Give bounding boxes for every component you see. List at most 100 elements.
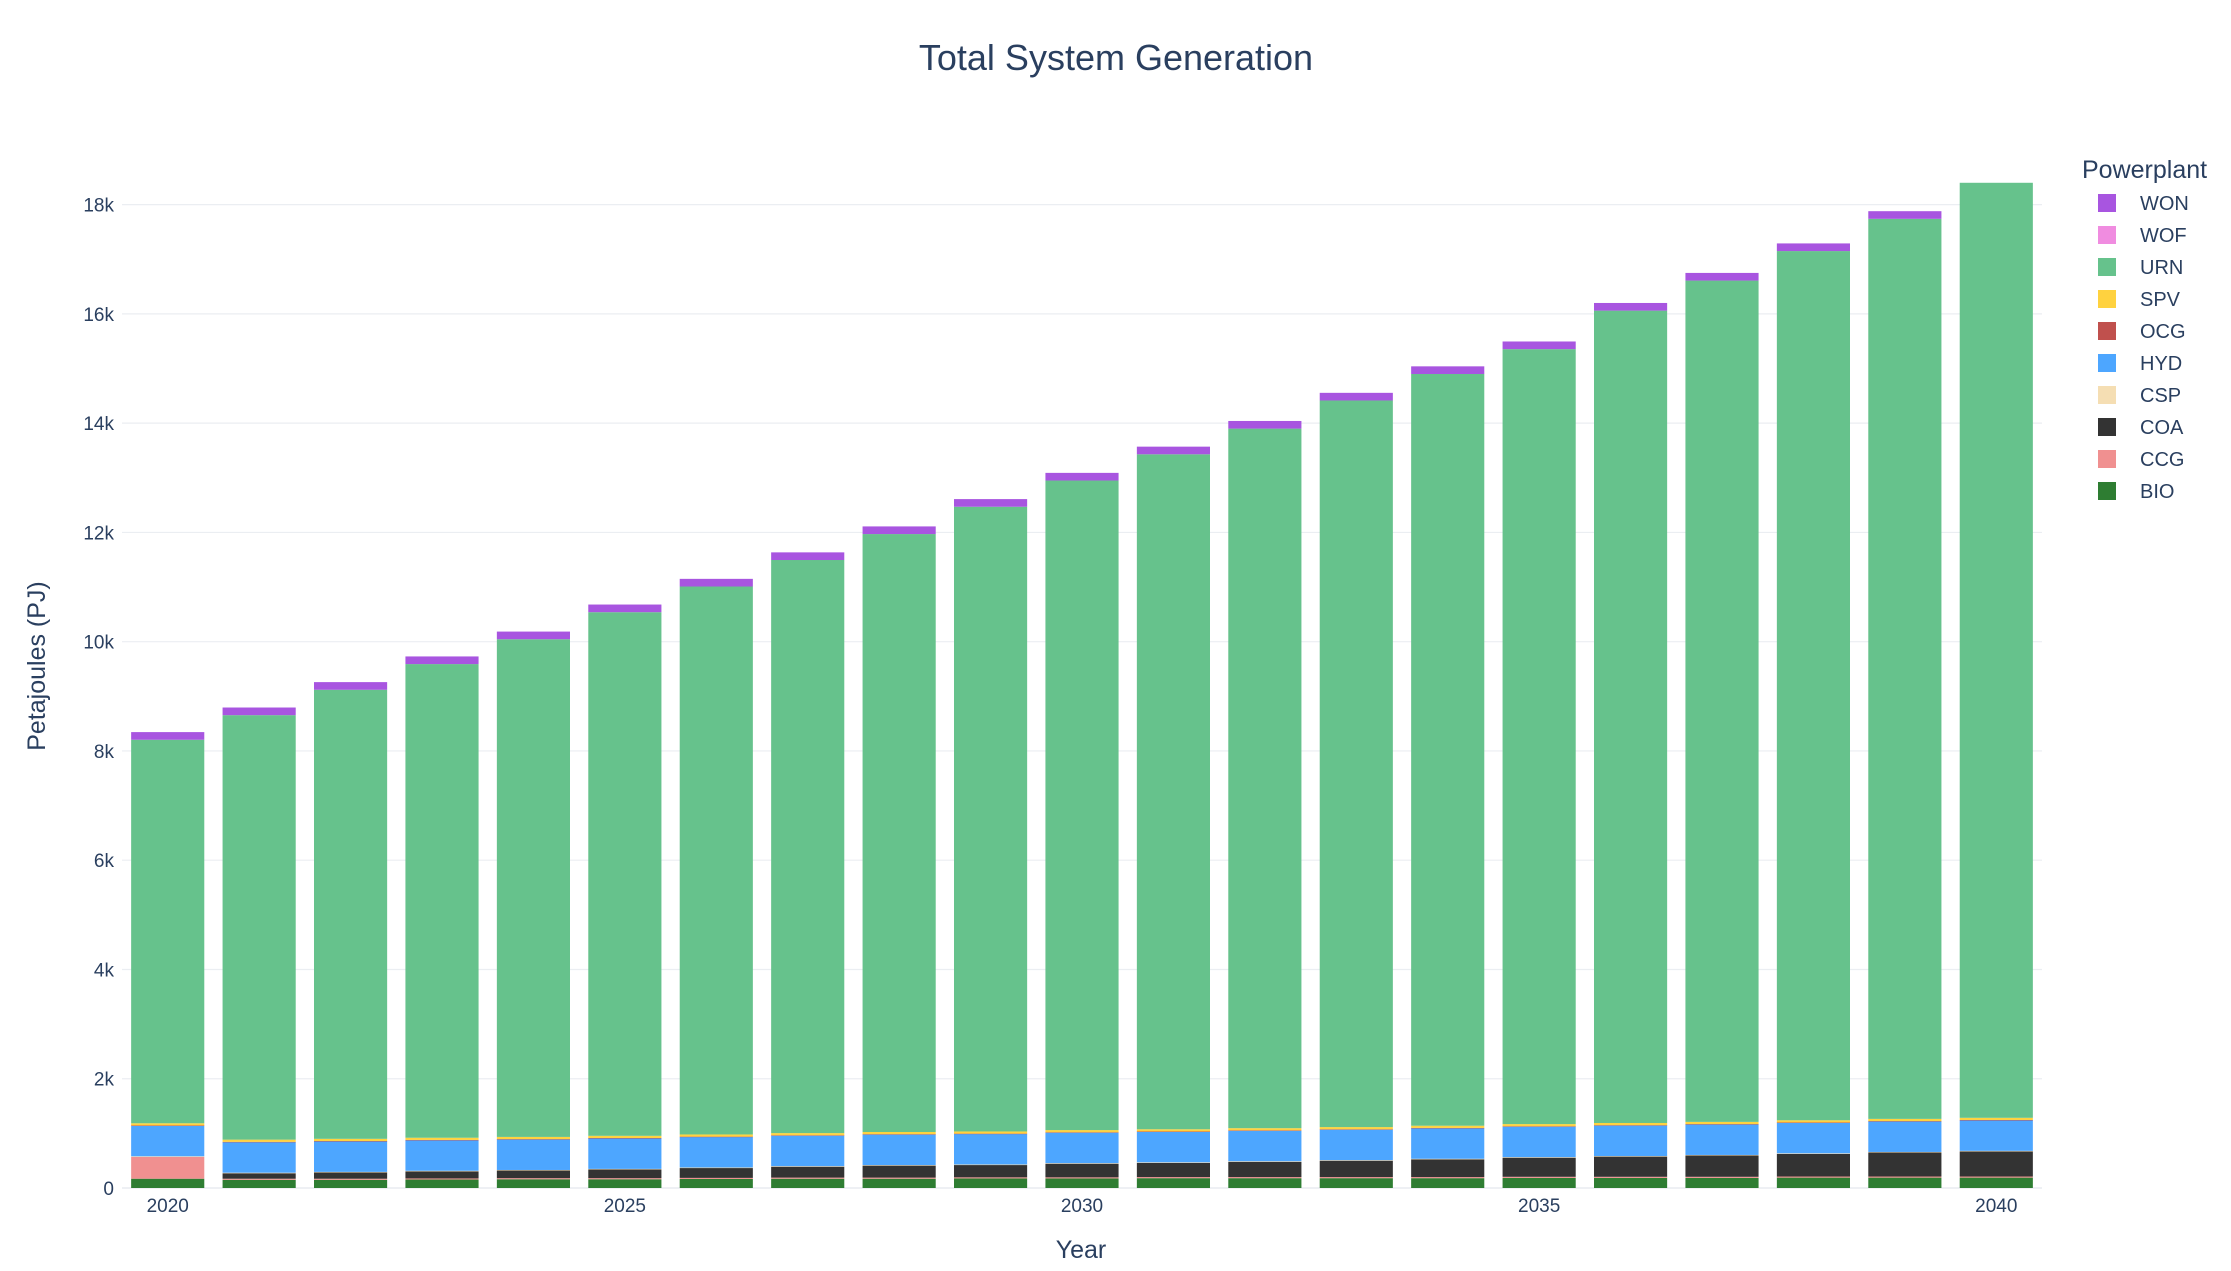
bar-segment-hyd[interactable] xyxy=(1228,1130,1302,1162)
bar-segment-coa[interactable] xyxy=(1319,1160,1393,1178)
bar-segment-hyd[interactable] xyxy=(1136,1131,1210,1163)
legend-item-csp[interactable]: CSP xyxy=(2098,385,2181,407)
legend-item-bio[interactable]: BIO xyxy=(2098,481,2174,503)
bar-segment-spv[interactable] xyxy=(222,1139,296,1142)
bar-segment-coa[interactable] xyxy=(588,1169,662,1179)
bar-segment-csp[interactable] xyxy=(1868,1151,1942,1153)
bar-segment-bio[interactable] xyxy=(131,1178,205,1188)
bar-segment-hyd[interactable] xyxy=(1594,1125,1668,1157)
bar-segment-coa[interactable] xyxy=(1045,1163,1119,1178)
legend-item-ocg[interactable]: OCG xyxy=(2098,321,2186,343)
bar-segment-csp[interactable] xyxy=(314,1171,388,1173)
bar-segment-coa[interactable] xyxy=(1411,1159,1485,1178)
bar-segment-ccg[interactable] xyxy=(862,1177,936,1179)
bar-segment-won[interactable] xyxy=(1045,472,1119,481)
bar-segment-ccg[interactable] xyxy=(954,1177,1028,1179)
bar-segment-urn[interactable] xyxy=(1319,400,1393,1128)
bar-segment-ocg[interactable] xyxy=(588,1138,662,1139)
bar-segment-bio[interactable] xyxy=(222,1179,296,1188)
bar-segment-spv[interactable] xyxy=(405,1137,479,1140)
bar-segment-ocg[interactable] xyxy=(1959,1119,2033,1121)
bar-segment-csp[interactable] xyxy=(1411,1158,1485,1160)
bar-segment-ocg[interactable] xyxy=(1685,1124,1759,1125)
bar-segment-ocg[interactable] xyxy=(1411,1127,1485,1129)
bar-segment-spv[interactable] xyxy=(771,1133,845,1136)
bar-segment-ocg[interactable] xyxy=(314,1141,388,1142)
bar-segment-coa[interactable] xyxy=(314,1172,388,1179)
legend-item-won[interactable]: WON xyxy=(2098,193,2189,215)
bar-segment-won[interactable] xyxy=(771,552,845,561)
bar-segment-bio[interactable] xyxy=(1502,1177,1576,1188)
bar-segment-ccg[interactable] xyxy=(1685,1176,1759,1178)
bar-segment-ocg[interactable] xyxy=(1319,1129,1393,1130)
bar-segment-csp[interactable] xyxy=(588,1168,662,1170)
bar-segment-csp[interactable] xyxy=(1685,1154,1759,1156)
bar-segment-ccg[interactable] xyxy=(314,1178,388,1180)
bar-segment-coa[interactable] xyxy=(1502,1157,1576,1177)
bar-segment-urn[interactable] xyxy=(679,586,753,1135)
bar-segment-csp[interactable] xyxy=(1959,1150,2033,1152)
bar-segment-bio[interactable] xyxy=(314,1179,388,1188)
bar-segment-won[interactable] xyxy=(1776,243,1850,252)
bar-segment-csp[interactable] xyxy=(1228,1161,1302,1162)
bar-segment-urn[interactable] xyxy=(1045,480,1119,1131)
bar-segment-coa[interactable] xyxy=(1228,1161,1302,1178)
bar-segment-spv[interactable] xyxy=(131,1123,205,1126)
bar-segment-ccg[interactable] xyxy=(222,1178,296,1180)
bar-segment-urn[interactable] xyxy=(588,612,662,1136)
bar-segment-ccg[interactable] xyxy=(496,1178,570,1180)
bar-segment-urn[interactable] xyxy=(1868,218,1942,1119)
bar-segment-coa[interactable] xyxy=(771,1166,845,1178)
bar-segment-ccg[interactable] xyxy=(588,1178,662,1180)
bar-segment-won[interactable] xyxy=(496,631,570,640)
bar-segment-bio[interactable] xyxy=(1319,1178,1393,1188)
bar-segment-bio[interactable] xyxy=(1136,1178,1210,1188)
bar-segment-won[interactable] xyxy=(679,578,753,587)
bar-segment-urn[interactable] xyxy=(1959,182,2033,1118)
bar-segment-ocg[interactable] xyxy=(1136,1131,1210,1132)
bar-segment-urn[interactable] xyxy=(771,560,845,1134)
bar-segment-won[interactable] xyxy=(588,604,662,613)
bar-segment-spv[interactable] xyxy=(314,1138,388,1142)
bar-segment-hyd[interactable] xyxy=(131,1125,205,1157)
bar-segment-won[interactable] xyxy=(1502,341,1576,350)
bar-segment-ccg[interactable] xyxy=(1411,1177,1485,1179)
bar-segment-urn[interactable] xyxy=(1411,373,1485,1126)
bar-segment-csp[interactable] xyxy=(1319,1160,1393,1161)
legend-item-spv[interactable]: SPV xyxy=(2098,289,2181,311)
bar-segment-ccg[interactable] xyxy=(1502,1176,1576,1178)
bar-segment-won[interactable] xyxy=(1685,272,1759,281)
bar-segment-spv[interactable] xyxy=(862,1132,936,1135)
bar-segment-won[interactable] xyxy=(222,707,296,716)
bar-segment-coa[interactable] xyxy=(1685,1155,1759,1177)
bar-segment-coa[interactable] xyxy=(496,1170,570,1179)
bar-segment-coa[interactable] xyxy=(1776,1153,1850,1177)
bar-segment-hyd[interactable] xyxy=(1319,1129,1393,1161)
bar-segment-spv[interactable] xyxy=(1045,1130,1119,1133)
bar-segment-ocg[interactable] xyxy=(1868,1121,1942,1122)
bar-segment-won[interactable] xyxy=(1868,211,1942,219)
bar-segment-spv[interactable] xyxy=(954,1131,1028,1134)
bar-segment-ccg[interactable] xyxy=(679,1177,753,1179)
bar-segment-hyd[interactable] xyxy=(1868,1121,1942,1152)
bar-segment-spv[interactable] xyxy=(496,1136,570,1140)
bar-segment-csp[interactable] xyxy=(954,1164,1028,1166)
bar-segment-bio[interactable] xyxy=(679,1178,753,1188)
bar-segment-coa[interactable] xyxy=(222,1173,296,1179)
bar-segment-coa[interactable] xyxy=(1959,1151,2033,1177)
bar-segment-coa[interactable] xyxy=(1594,1156,1668,1177)
bar-segment-spv[interactable] xyxy=(1959,1117,2033,1120)
bar-segment-csp[interactable] xyxy=(131,1156,205,1157)
bar-segment-csp[interactable] xyxy=(496,1169,570,1171)
bar-segment-coa[interactable] xyxy=(1868,1152,1942,1177)
bar-segment-urn[interactable] xyxy=(1502,349,1576,1125)
bar-segment-bio[interactable] xyxy=(1411,1178,1485,1188)
bar-segment-coa[interactable] xyxy=(679,1168,753,1178)
bar-segment-csp[interactable] xyxy=(771,1166,845,1167)
bar-segment-won[interactable] xyxy=(1136,446,1210,455)
bar-segment-ccg[interactable] xyxy=(1045,1177,1119,1179)
bar-segment-ccg[interactable] xyxy=(131,1156,205,1179)
bar-segment-bio[interactable] xyxy=(1045,1178,1119,1188)
bar-segment-urn[interactable] xyxy=(1776,251,1850,1121)
bar-segment-hyd[interactable] xyxy=(771,1135,845,1167)
